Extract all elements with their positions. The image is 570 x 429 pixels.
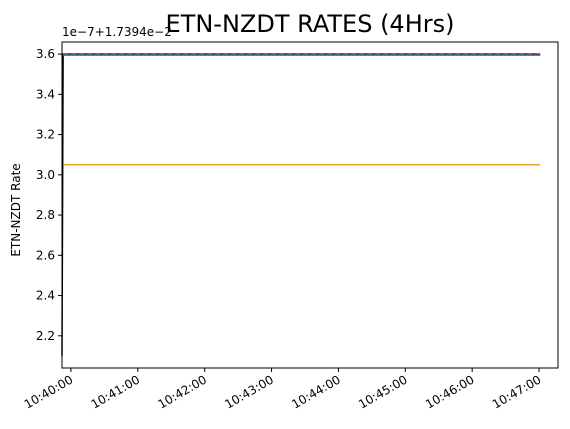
y-tick-label: 3.6 <box>36 47 55 61</box>
series-layer <box>61 53 541 356</box>
series-line-1 <box>61 53 541 356</box>
y-tick-label: 3.2 <box>36 128 55 142</box>
x-tick-label: 10:47:00 <box>490 372 544 411</box>
x-tick-label: 10:40:00 <box>22 372 76 411</box>
y-offset-text: 1e−7+1.7394e−2 <box>62 25 172 39</box>
y-tick-label: 3.4 <box>36 87 55 101</box>
x-tick-label: 10:45:00 <box>356 372 410 411</box>
y-tick-label: 3.0 <box>36 168 55 182</box>
x-tick-label: 10:42:00 <box>155 372 209 411</box>
y-axis-label: ETN-NZDT Rate <box>9 163 23 256</box>
x-tick-label: 10:41:00 <box>89 372 143 411</box>
x-tick-label: 10:44:00 <box>289 372 343 411</box>
x-tick-label: 10:46:00 <box>423 372 477 411</box>
y-ticks: 2.2 2.4 2.6 2.8 3.0 3.2 3.4 3.6 <box>36 47 62 343</box>
y-tick-label: 2.2 <box>36 329 55 343</box>
x-tick-label: 10:43:00 <box>222 372 276 411</box>
y-tick-label: 2.4 <box>36 289 55 303</box>
plot-frame <box>61 41 559 369</box>
y-tick-label: 2.8 <box>36 208 55 222</box>
chart-title: ETN-NZDT RATES (4Hrs) <box>166 10 455 38</box>
y-tick-label: 2.6 <box>36 248 55 262</box>
x-ticks: 10:40:00 10:41:00 10:42:00 10:43:00 10:44:00… <box>22 368 544 412</box>
